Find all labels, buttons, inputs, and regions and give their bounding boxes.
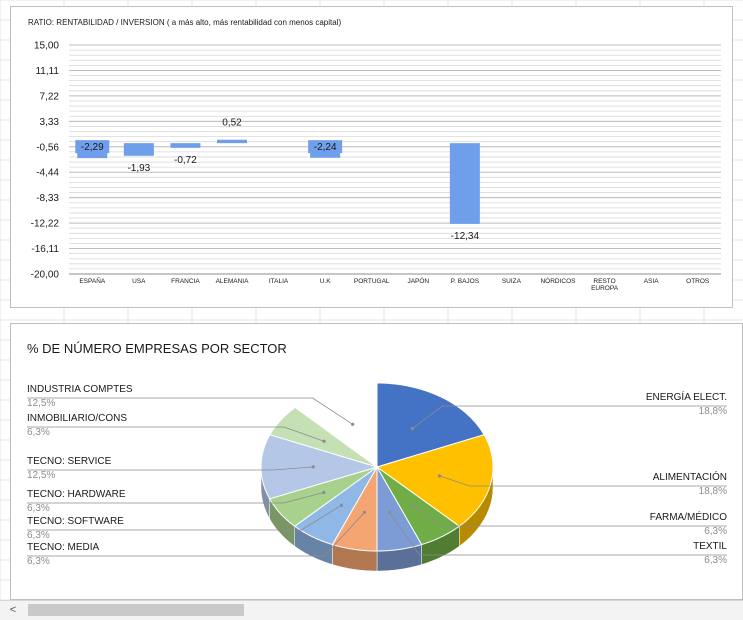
pie-label-pct: 18,8% [699, 406, 727, 417]
x-tick-label: SUIZA [502, 278, 522, 285]
leader-dot [322, 439, 326, 443]
bar-chart-plot: 15,00 11,11 7,22 3,33 -0,56 -4,44 -8,33 -12,22 -… [31, 41, 721, 292]
bar [123, 143, 154, 156]
x-tick-label: ALEMANIA [216, 278, 250, 285]
leader-line [412, 505, 727, 527]
leader-line [27, 505, 342, 531]
data-label: -12,34 [451, 231, 480, 242]
bar [449, 143, 480, 224]
pie-slice [293, 466, 378, 546]
data-label: -0,72 [174, 155, 197, 166]
leader-line [27, 397, 353, 425]
pie-slice [376, 465, 423, 552]
data-label-box [308, 140, 343, 154]
pie-label-pct: 6,3% [27, 556, 50, 567]
pie-label-name: TECNO: SERVICE [27, 456, 112, 467]
x-tick-label: ESPAÑA [79, 276, 106, 285]
y-tick-label: -8,33 [36, 193, 59, 204]
horizontal-scrollbar[interactable]: < [0, 600, 743, 620]
leader-line [27, 426, 325, 442]
pie-label-name: TECNO: SOFTWARE [27, 516, 124, 527]
scroll-thumb[interactable] [28, 604, 244, 616]
pie-label-name: TEXTIL [693, 541, 727, 552]
data-label: 0,52 [222, 118, 242, 129]
pie-slice [269, 406, 378, 468]
pie-slice [260, 434, 379, 500]
bar [170, 143, 201, 148]
leader-line [27, 492, 324, 504]
leader-line [27, 466, 314, 471]
pie-label-pct: 6,3% [704, 555, 727, 566]
pie-slice [376, 382, 485, 468]
pie-label-name: TECNO: MEDIA [27, 542, 100, 553]
data-label: -2,24 [314, 142, 337, 153]
leader-dot [438, 474, 442, 478]
bar-chart-title: RATIO: RENTABILIDAD / INVERSION ( a más … [28, 18, 342, 27]
pie-slice [331, 465, 378, 552]
y-tick-label: -20,00 [31, 270, 60, 281]
leader-dot [322, 490, 326, 495]
pie-label-pct: 12,5% [27, 470, 55, 481]
x-tick-label: JAPÓN [407, 276, 429, 285]
x-tick-label: FRANCIA [171, 278, 200, 285]
x-tick-label: NÓRDICOS [540, 276, 576, 285]
data-label: -2,29 [81, 142, 104, 153]
pie-label-pct: 6,3% [27, 503, 50, 514]
pie-label-pct: 12,5% [27, 398, 55, 409]
y-tick-label: 11,11 [35, 66, 59, 77]
y-tick-label: -0,56 [36, 142, 59, 153]
pie-label-pct: 6,3% [704, 526, 727, 537]
bar-chart-panel[interactable]: RATIO: RENTABILIDAD / INVERSION ( a más … [10, 6, 733, 308]
leader-line [27, 512, 365, 557]
bar [217, 139, 247, 144]
pie-label-pct: 6,3% [27, 530, 50, 541]
y-tick-label: 3,33 [40, 117, 60, 128]
pie-label-name: ALIMENTACIÓN [653, 470, 727, 483]
pie-slice [376, 466, 461, 546]
x-tick-label: RESTO [593, 278, 615, 285]
pie-label-name: ENERGÍA ELECT. [646, 390, 727, 403]
y-tick-label: -4,44 [36, 168, 59, 179]
scroll-left-arrow-icon[interactable]: < [9, 604, 17, 616]
pie-chart-title: % DE NÚMERO EMPRESAS POR SECTOR [27, 341, 287, 356]
leader-line [439, 475, 727, 487]
x-tick-label: P. BAJOS [451, 278, 480, 285]
x-tick-label: OTROS [686, 278, 710, 285]
pie-chart-panel[interactable]: % DE NÚMERO EMPRESAS POR SECTOR ENERGÍA … [10, 323, 743, 600]
x-tick-label: PORTUGAL [354, 278, 390, 285]
x-tick-label: ASIA [644, 278, 659, 285]
pie-slice [294, 382, 378, 468]
pie-label-pct: 18,8% [699, 486, 727, 497]
x-tick-label: ITALIA [269, 278, 289, 285]
leader-line [389, 512, 727, 556]
data-label-box [75, 140, 110, 154]
data-label: -1,93 [127, 163, 150, 174]
y-tick-label: -12,22 [31, 219, 60, 230]
x-tick-label: USA [132, 278, 146, 285]
pie-label-name: TECNO: HARDWARE [27, 489, 126, 500]
pie-label-name: INDUSTRIA COMPTES [27, 384, 133, 395]
pie-label-pct: 6,3% [27, 427, 50, 438]
x-tick-label: EUROPA [591, 285, 619, 292]
pie-slice [375, 434, 494, 527]
y-tick-label: -16,11 [31, 244, 59, 255]
pie-chart-plot: ENERGÍA ELECT. 18,8% ALIMENTACIÓN 18,8% FARM… [27, 382, 727, 572]
pie-top-faces [260, 382, 494, 552]
leader-line [412, 405, 727, 429]
pie-label-name: INMOBILIARIO/CONS [27, 413, 127, 424]
pie-label-name: FARMA/MÉDICO [650, 510, 727, 523]
pie-labels: ENERGÍA ELECT. 18,8% ALIMENTACIÓN 18,8% FARM… [27, 384, 727, 567]
y-tick-label: 15,00 [34, 41, 59, 52]
x-tick-label: U.K [320, 278, 332, 285]
y-tick-label: 7,22 [40, 91, 60, 102]
